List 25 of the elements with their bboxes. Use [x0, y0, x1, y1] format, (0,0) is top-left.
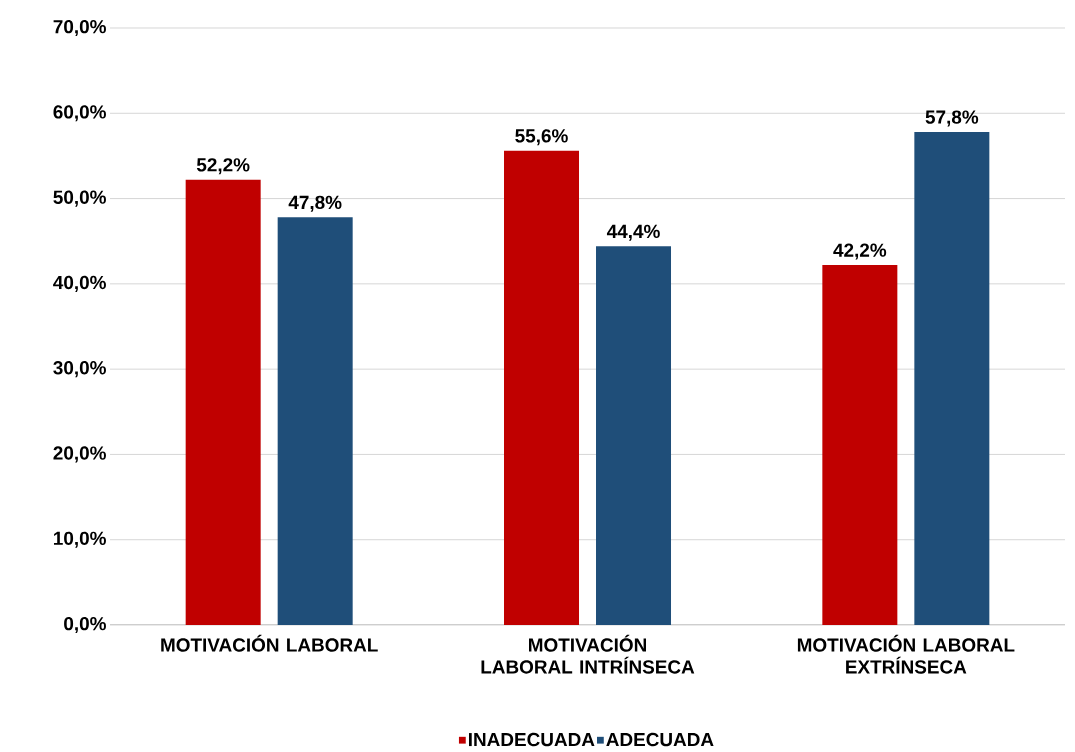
y-tick-label: 50,0%: [53, 190, 106, 207]
bar: [596, 246, 672, 625]
bar: [822, 265, 898, 625]
data-label: 52,2%: [196, 158, 250, 175]
legend-label: ADECUADA: [606, 732, 714, 747]
legend-label: INADECUADA: [469, 732, 595, 747]
x-tick-label: MOTIVACIÓN LABORAL INTRÍNSECA: [481, 634, 695, 674]
x-tick-label: MOTIVACIÓN LABORAL EXTRÍNSECA: [797, 634, 1015, 674]
data-label: 44,4%: [606, 224, 660, 241]
bar: [277, 217, 353, 625]
data-label: 57,8%: [925, 110, 979, 127]
data-label: 42,2%: [833, 243, 887, 260]
data-label: 55,6%: [515, 129, 568, 146]
x-tick-label: MOTIVACIÓN LABORAL: [161, 634, 378, 652]
y-tick-label: 10,0%: [54, 531, 106, 548]
y-tick-label: 0,0%: [64, 616, 106, 634]
y-tick-label: 40,0%: [53, 275, 106, 292]
y-tick-label: 60,0%: [53, 105, 106, 122]
data-label: 47,8%: [288, 195, 342, 212]
bar: [504, 150, 580, 625]
bar: [185, 179, 261, 625]
y-tick-label: 70,0%: [53, 19, 106, 37]
bar: [914, 132, 990, 625]
y-tick-label: 30,0%: [53, 361, 106, 378]
y-tick-label: 20,0%: [53, 446, 106, 463]
